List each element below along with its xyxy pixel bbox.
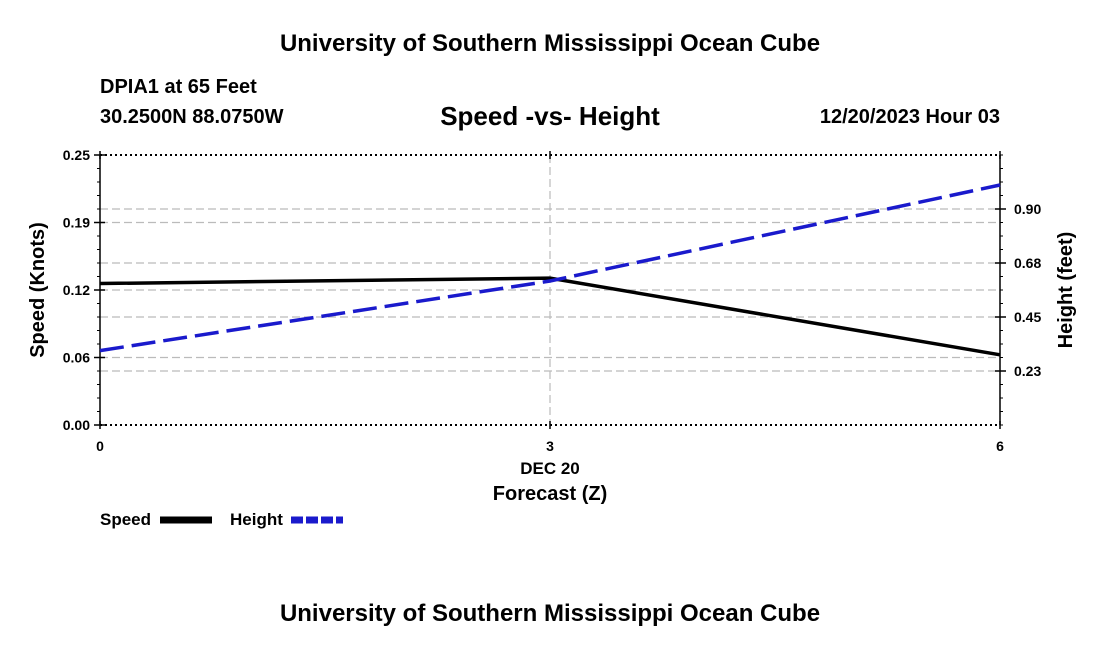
y-left-tick-label: 0.25	[63, 147, 90, 163]
x-tick-label: 3	[546, 438, 554, 454]
y-right-axis-title: Height (feet)	[1055, 232, 1077, 349]
y-left-tick-label: 0.12	[63, 282, 90, 298]
y-left-tick-label: 0.19	[63, 215, 90, 231]
y-left-tick-label: 0.06	[63, 350, 90, 366]
y-left-tick-label: 0.00	[63, 417, 90, 433]
series-line-speed	[99, 276, 1001, 357]
legend-label-speed: Speed	[100, 510, 151, 529]
y-right-tick-label: 0.90	[1014, 201, 1041, 217]
station-label: DPIA1 at 65 Feet	[100, 76, 257, 98]
y-right-tick-label: 0.45	[1014, 309, 1041, 325]
x-tick-label: 6	[996, 438, 1004, 454]
series-line-height	[99, 183, 1001, 353]
y-left-axis-title: Speed (Knots)	[27, 222, 49, 358]
station-coords: 30.2500N 88.0750W	[100, 106, 284, 128]
top-title: University of Southern Mississippi Ocean…	[279, 30, 821, 57]
legend-label-height: Height	[230, 510, 283, 529]
x-axis-date-label: DEC 20	[520, 459, 580, 478]
y-right-tick-label: 0.23	[1014, 363, 1041, 379]
x-tick-label: 0	[96, 438, 104, 454]
chart-title: Speed -vs- Height	[440, 101, 660, 131]
forecast-datetime: 12/20/2023 Hour 03	[819, 106, 1000, 128]
bottom-title: University of Southern Mississippi Ocean…	[279, 600, 821, 627]
y-right-tick-label: 0.68	[1014, 255, 1041, 271]
x-axis-title: Forecast (Z)	[493, 483, 607, 505]
